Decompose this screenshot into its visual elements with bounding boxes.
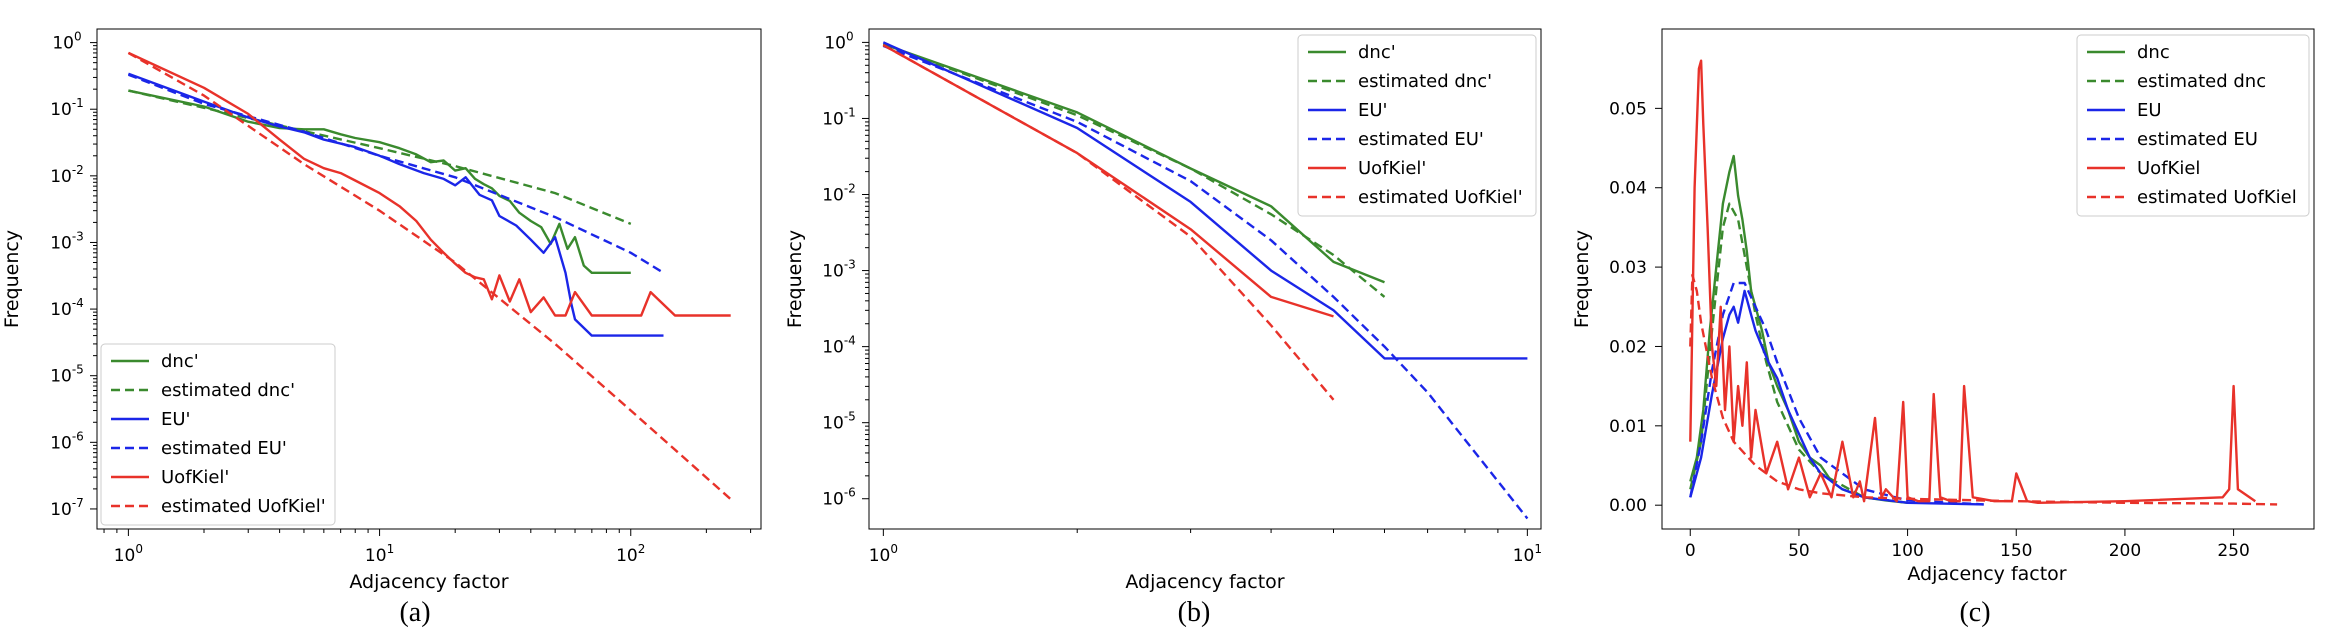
legend-label: estimated UofKiel — [2137, 187, 2297, 208]
legend: dnc estimated dnc EU estimated EU UofKiel est… — [2076, 34, 2310, 217]
legend-label: UofKiel — [2137, 158, 2200, 179]
legend-box — [2076, 34, 2310, 217]
series-line-estimated-uofkiel — [882, 44, 1335, 401]
series-line-estimated-eu — [1689, 281, 1984, 506]
series-line-estimated-dnc — [882, 42, 1386, 298]
y-tick-label: 10-7 — [50, 496, 84, 520]
legend-label: estimated dnc' — [1358, 71, 1492, 92]
y-tick-label: 10-4 — [50, 296, 84, 320]
series-line-eu — [127, 72, 664, 337]
series-line-estimated-dnc — [128, 89, 632, 226]
series-line-dnc — [128, 89, 631, 274]
y-tick-label: 10-1 — [50, 96, 84, 120]
series-line-estimated-eu — [127, 73, 665, 274]
legend-label: estimated EU' — [161, 438, 287, 459]
y-tick-label: 10-3 — [50, 229, 84, 253]
legend-box — [100, 343, 336, 526]
series-line-eu — [882, 41, 1528, 360]
panel-b-ylabel: Frequency — [784, 230, 806, 328]
series-line-uofkiel — [127, 51, 731, 317]
panel-b: Adjacency factor Frequency (b) 100 101 10-… — [784, 28, 1542, 628]
y-tick-label: 10-3 — [822, 258, 856, 282]
legend-label: estimated dnc — [2137, 71, 2266, 92]
panel-c-frame — [1661, 28, 2315, 530]
legend-box — [1297, 34, 1537, 217]
series-line-estimated-eu — [882, 44, 1529, 520]
panel-a: Adjacency factor Frequency (a) 100 101 102… — [1, 28, 762, 628]
series-line-dnc — [882, 42, 1385, 284]
y-tick-label: 100 — [52, 30, 81, 54]
panel-a-ylabel: Frequency — [1, 230, 23, 328]
legend-label: dnc — [2137, 42, 2170, 63]
panel-c: Adjacency factor Frequency (c) 0 50 100 150… — [1571, 28, 2315, 628]
legend-label: EU' — [161, 409, 191, 430]
x-tick-label: 200 — [2109, 541, 2141, 561]
series-line-estimated-uofkiel — [127, 51, 732, 501]
x-tick-label: 100 — [869, 542, 898, 566]
legend-label: UofKiel' — [1358, 158, 1426, 179]
series-line-estimated-uofkiel — [1689, 273, 2278, 506]
y-tick-label: 0.01 — [1609, 417, 1647, 437]
x-tick-label: 50 — [1788, 541, 1810, 561]
panel-a-frame — [96, 28, 762, 530]
y-tick-label: 0.00 — [1609, 496, 1647, 516]
x-tick-label: 150 — [2000, 541, 2032, 561]
x-tick-label: 101 — [1513, 542, 1542, 566]
series-group — [882, 41, 1529, 520]
legend-label: estimated dnc' — [161, 380, 295, 401]
legend-label: estimated UofKiel' — [161, 496, 326, 517]
y-tick-label: 0.02 — [1609, 337, 1647, 357]
panel-b-caption: (b) — [1178, 597, 1211, 628]
panel-c-caption: (c) — [1959, 597, 1990, 628]
y-tick-label: 10-6 — [822, 486, 856, 510]
series-line-estimated-dnc — [1689, 202, 1908, 504]
series-group — [1689, 59, 2278, 506]
y-tick-label: 10-2 — [50, 163, 84, 187]
x-tick-label: 0 — [1685, 541, 1696, 561]
y-tick-label: 100 — [824, 29, 853, 53]
y-tick-label: 10-4 — [822, 334, 856, 358]
legend-label: EU — [2137, 100, 2162, 121]
series-line-uofkiel — [1689, 59, 2256, 504]
panel-c-ylabel: Frequency — [1571, 230, 1593, 328]
y-tick-label: 0.03 — [1609, 258, 1647, 278]
legend-label: EU' — [1358, 100, 1388, 121]
y-tick-label: 10-6 — [50, 429, 84, 453]
x-tick-label: 102 — [616, 542, 645, 566]
legend-label: estimated UofKiel' — [1358, 187, 1523, 208]
panel-a-xlabel: Adjacency factor — [349, 571, 508, 593]
panel-a-caption: (a) — [399, 597, 430, 628]
y-tick-label: 10-5 — [822, 410, 856, 434]
legend-label: estimated EU — [2137, 129, 2258, 150]
panel-b-frame — [868, 28, 1542, 530]
panel-c-xlabel: Adjacency factor — [1907, 563, 2066, 585]
legend: dnc' estimated dnc' EU' estimated EU' UofKie… — [100, 343, 336, 526]
series-line-uofkiel — [882, 44, 1334, 318]
x-tick-label: 100 — [114, 542, 143, 566]
x-tick-label: 101 — [365, 542, 394, 566]
y-tick-label: 0.04 — [1609, 179, 1647, 199]
x-tick-label: 100 — [1891, 541, 1923, 561]
y-tick-label: 10-1 — [822, 105, 856, 129]
legend-label: dnc' — [161, 351, 199, 372]
y-tick-label: 10-5 — [50, 363, 84, 387]
legend-label: estimated EU' — [1358, 129, 1484, 150]
y-tick-label: 10-2 — [822, 182, 856, 206]
legend-label: UofKiel' — [161, 467, 229, 488]
panel-b-xlabel: Adjacency factor — [1125, 571, 1284, 593]
legend: dnc' estimated dnc' EU' estimated EU' UofKie… — [1297, 34, 1537, 217]
legend-label: dnc' — [1358, 42, 1396, 63]
x-tick-label: 250 — [2217, 541, 2249, 561]
y-tick-label: 0.05 — [1609, 99, 1647, 119]
series-group — [127, 51, 732, 501]
